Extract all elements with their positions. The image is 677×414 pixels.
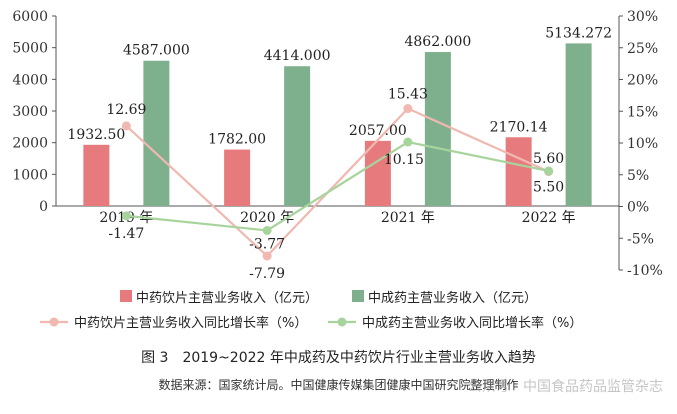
watermark: 公众号 · 中国食品药品监管杂志 [467,379,663,395]
left-tick-label: 2000 [12,136,48,152]
right-tick-label: 5% [627,168,649,184]
line-yinpian-growth [125,107,550,258]
line-chengyao-growth [126,140,549,232]
line-point [262,225,272,235]
line-data-label: 5.60 [533,151,564,167]
bars [83,43,592,207]
line-point [121,121,131,131]
legend-swatch-bar [120,290,132,302]
bar-data-label: 1932.50 [67,127,125,143]
legend-label: 中药饮片主营业务收入同比增长率（%） [74,315,307,331]
legend-label: 中成药主营业务收入（亿元） [368,290,537,306]
legend-swatch-marker [49,317,59,327]
right-tick-label: 10% [627,136,658,152]
legend-swatch-bar [352,290,364,302]
line-point [262,251,272,261]
data-source-note: 数据来源：国家统计局。中国健康传媒集团健康中国研究院整理制作 [158,378,519,392]
bar-chengyao [284,66,311,207]
bar-data-label: 4414.000 [264,48,331,64]
legend-label: 中药饮片主营业务收入（亿元） [136,290,318,306]
right-tick-label: 30% [627,9,658,25]
line-data-label: 12.69 [106,102,146,118]
right-tick-label: 25% [627,41,658,57]
left-tick-label: 6000 [12,9,48,25]
line-data-label: 5.50 [533,180,564,196]
legend: 中药饮片主营业务收入（亿元） 中成药主营业务收入（亿元） 中药饮片主营业务收入同比增… [40,290,582,331]
line-data-label: -1.47 [108,226,144,242]
line-point [403,137,413,147]
lines [121,104,554,261]
category-label: 2021 年 [381,210,435,226]
left-tick-label: 3000 [12,104,48,120]
line-data-label: 15.43 [388,87,428,103]
left-tick-label: 4000 [12,72,48,88]
chart: 0 1000 2000 3000 4000 5000 6000 -10% -5% 0% 5% 10% 1… [12,9,663,331]
line-point [544,166,554,176]
line-point [403,104,413,114]
line-point [121,211,131,221]
right-tick-label: 0% [627,200,649,216]
bar-data-label: 4862.000 [404,34,471,50]
left-tick-label: 0 [39,199,48,215]
legend-swatch-marker [337,317,347,327]
bar-data-label: 5134.272 [545,25,612,41]
bar-yinpian [505,137,532,206]
bar-yinpian [83,144,110,206]
bar-data-label: 2170.14 [490,119,548,135]
data-labels: 1932.50 1782.00 2057.00 2170.14 4587.000 4414… [67,25,612,282]
right-tick-label: -10% [627,263,663,279]
bar-chengyao [143,60,170,207]
line-data-label: -7.79 [249,266,285,282]
left-tick-label: 5000 [12,41,48,57]
right-tick-label: -5% [627,231,654,247]
line-data-label: -3.77 [249,236,285,252]
bar-yinpian [364,140,391,206]
bar-data-label: 2057.00 [349,123,407,139]
legend-label: 中成药主营业务收入同比增长率（%） [362,315,582,331]
bar-yinpian [224,149,251,206]
figure-caption: 图 3 2019~2022 年中成药及中药饮片行业主营业务收入趋势 [141,350,536,366]
right-tick-label: 15% [627,104,658,120]
left-tick-label: 1000 [12,167,48,183]
axes: 0 1000 2000 3000 4000 5000 6000 -10% -5% 0% 5% 10% 1… [12,9,663,279]
line-data-label: 10.15 [384,152,424,168]
category-label: 2022 年 [522,210,576,226]
bar-chengyao [565,43,592,206]
bar-chengyao [424,52,451,206]
bar-data-label: 1782.00 [208,132,266,148]
bar-data-label: 4587.000 [123,43,190,59]
right-tick-label: 20% [627,73,658,89]
